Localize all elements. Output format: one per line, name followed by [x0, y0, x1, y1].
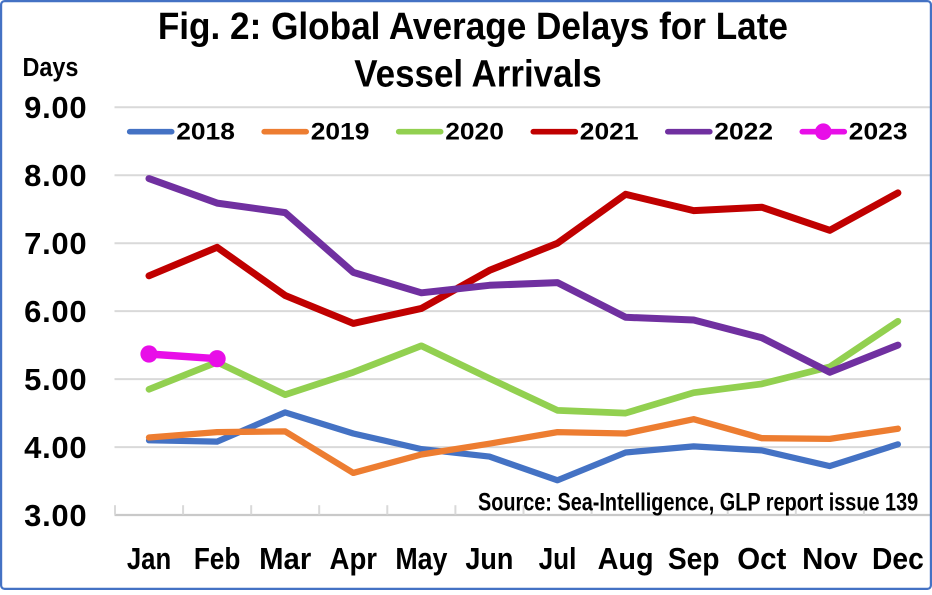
svg-text:2020: 2020 — [445, 119, 504, 146]
svg-text:Feb: Feb — [194, 542, 241, 577]
svg-text:Apr: Apr — [330, 542, 377, 577]
svg-text:Sep: Sep — [668, 542, 720, 577]
svg-text:Mar: Mar — [259, 542, 311, 576]
svg-text:Fig. 2: Global Average Delays: Fig. 2: Global Average Delays for Late — [158, 5, 788, 48]
svg-text:Oct: Oct — [737, 542, 786, 576]
svg-text:2023: 2023 — [849, 119, 908, 146]
svg-text:2022: 2022 — [714, 119, 773, 146]
svg-text:Dec: Dec — [872, 542, 924, 577]
svg-text:8.00: 8.00 — [24, 158, 87, 193]
svg-text:9.00: 9.00 — [24, 90, 87, 125]
svg-text:Jan: Jan — [127, 542, 171, 577]
svg-text:7.00: 7.00 — [24, 226, 87, 261]
svg-text:6.00: 6.00 — [24, 294, 87, 329]
svg-text:Vessel Arrivals: Vessel Arrivals — [354, 52, 601, 95]
svg-text:4.00: 4.00 — [24, 430, 87, 465]
svg-text:2021: 2021 — [580, 119, 639, 146]
svg-text:Nov: Nov — [802, 542, 858, 576]
svg-text:3.00: 3.00 — [24, 498, 87, 533]
svg-text:2018: 2018 — [176, 119, 235, 146]
svg-text:Source: Sea-Intelligence, GLP: Source: Sea-Intelligence, GLP report iss… — [478, 488, 918, 516]
svg-text:Days: Days — [23, 54, 79, 82]
svg-text:5.00: 5.00 — [24, 362, 87, 397]
svg-text:Jun: Jun — [465, 542, 513, 576]
svg-text:2019: 2019 — [311, 119, 370, 146]
svg-text:May: May — [395, 542, 447, 576]
svg-text:Aug: Aug — [598, 542, 654, 576]
svg-text:Jul: Jul — [539, 542, 577, 577]
